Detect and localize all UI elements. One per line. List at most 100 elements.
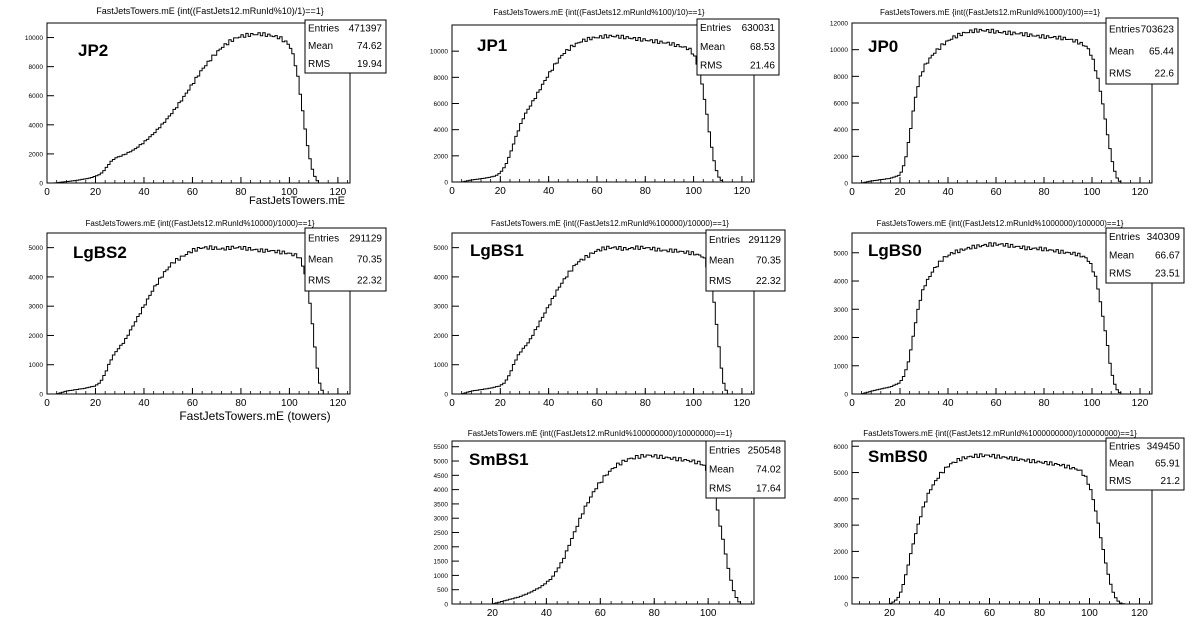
stats-label: Entries	[709, 235, 740, 246]
y-tick-label: 4500	[434, 473, 449, 480]
histogram-series	[852, 453, 1125, 605]
trigger-label: LgBS1	[470, 241, 524, 260]
x-tick-label: 80	[1034, 608, 1046, 619]
y-tick-label: 500	[437, 587, 448, 594]
y-tick-label: 3000	[434, 304, 449, 311]
trigger-label: SmBS1	[469, 450, 529, 469]
stats-value: 74.62	[357, 41, 382, 52]
x-tick-label: 20	[894, 187, 906, 198]
y-tick-label: 5000	[29, 245, 44, 252]
y-tick-label: 4000	[834, 496, 849, 503]
stats-value: 70.35	[357, 255, 382, 266]
stats-box: Entries 291129 Mean 70.35 RMS 22.32	[705, 229, 786, 292]
y-tick-label: 3000	[834, 523, 849, 530]
stats-label: Entries	[1109, 24, 1140, 35]
trigger-label: SmBS0	[868, 447, 928, 466]
y-tick-label: 0	[844, 602, 848, 609]
stats-label: Entries	[308, 23, 339, 34]
x-tick-label: 100	[685, 186, 702, 197]
x-tick-label: 20	[884, 608, 896, 619]
trigger-label: JP0	[868, 37, 898, 56]
y-tick-label: 0	[444, 392, 448, 399]
x-tick-label: 40	[543, 398, 555, 409]
x-tick-label: 100	[281, 398, 298, 409]
stats-box-frame	[705, 229, 786, 292]
x-tick-label: 40	[541, 608, 553, 619]
y-tick-label: 6000	[434, 101, 449, 108]
y-tick-label: 4000	[834, 127, 849, 134]
plot-frame	[851, 440, 1153, 605]
x-tick-label: 120	[734, 186, 751, 197]
x-tick-label: 40	[942, 187, 954, 198]
stats-box-frame	[1105, 227, 1185, 284]
stats-label: Mean	[308, 255, 333, 266]
stats-label: RMS	[1109, 269, 1132, 280]
y-tick-label: 1000	[434, 573, 449, 580]
stats-value: 23.51	[1155, 269, 1180, 280]
stats-label: RMS	[700, 60, 723, 71]
y-tick-label: 12000	[830, 21, 848, 28]
y-tick-label: 2000	[29, 333, 44, 340]
y-tick-label: 0	[444, 180, 448, 187]
x-tick-label: 60	[990, 398, 1002, 409]
histogram-panel-jp1: 0 20 40 60 80 100 120 0 2000 4000 6000 8000 10000 Fas…	[430, 8, 780, 197]
histogram-panel-lgbs1: 0 20 40 60 80 100 120 0 1000 2000 3000 4000 5000 Fast…	[434, 219, 786, 409]
y-tick-label: 10000	[430, 49, 448, 56]
x-tick-label: 80	[1038, 398, 1050, 409]
stats-value: 65.44	[1149, 46, 1174, 57]
y-tick-label: 10000	[25, 35, 43, 42]
y-tick-label: 2000	[434, 153, 449, 160]
y-tick-label: 5000	[834, 250, 849, 257]
stats-label: Entries	[700, 23, 731, 34]
stats-value: 630031	[742, 23, 776, 34]
chart-title: FastJetsTowers.mE {int((FastJets12.mRunI…	[96, 6, 324, 16]
histogram-series	[47, 32, 319, 184]
stats-label: Entries	[1109, 441, 1140, 452]
histogram-series	[852, 242, 1122, 395]
chart-title: FastJetsTowers.mE {int((FastJets12.mRunI…	[468, 429, 733, 438]
plot-frame	[46, 22, 351, 184]
stats-label: Mean	[308, 41, 333, 52]
x-tick-label: 20	[90, 398, 102, 409]
stats-value: 703623	[1141, 24, 1175, 35]
x-tick-label: 120	[1131, 608, 1148, 619]
stats-label: Entries	[1109, 232, 1140, 243]
plot-frame	[851, 232, 1153, 395]
x-tick-label: 0	[44, 187, 50, 198]
y-tick-label: 8000	[434, 75, 449, 82]
stats-box: Entries 471397 Mean 74.62 RMS 19.94	[304, 19, 387, 74]
trigger-label: LgBS2	[73, 243, 127, 262]
stats-label: Mean	[1109, 46, 1134, 57]
stats-value: 291129	[349, 234, 382, 245]
x-tick-label: 0	[849, 187, 855, 198]
y-tick-label: 3000	[434, 516, 449, 523]
stats-label: Mean	[1109, 459, 1134, 470]
x-tick-label: 80	[235, 398, 247, 409]
stats-value: 22.6	[1155, 68, 1175, 79]
x-tick-label: 100	[685, 398, 702, 409]
y-tick-label: 0	[844, 392, 848, 399]
stats-box: Entries 349450 Mean 65.91 RMS 21.2	[1105, 437, 1185, 491]
trigger-label: JP1	[477, 36, 507, 55]
x-tick-label: 60	[591, 186, 603, 197]
x-tick-label: 20	[495, 398, 507, 409]
stats-value: 68.53	[750, 42, 775, 53]
x-tick-label: 80	[235, 187, 247, 198]
y-tick-label: 4000	[434, 487, 449, 494]
stats-box-frame	[1105, 437, 1185, 491]
x-tick-label: 120	[734, 398, 751, 409]
y-tick-label: 0	[844, 181, 848, 188]
y-tick-label: 6000	[834, 444, 849, 451]
y-tick-label: 6000	[834, 101, 849, 108]
x-tick-label: 100	[1084, 398, 1101, 409]
x-tick-label: 20	[90, 187, 102, 198]
stats-value: 250548	[748, 445, 782, 456]
histogram-series	[852, 28, 1122, 184]
stats-box: Entries 340309 Mean 66.67 RMS 23.51	[1105, 227, 1185, 284]
y-tick-label: 0	[39, 181, 43, 188]
x-tick-label: 20	[487, 608, 499, 619]
histogram-panel-jp0: 0 20 40 60 80 100 120 0 2000 4000 6000 8000 10000 120…	[830, 8, 1179, 198]
plot-frame	[451, 232, 755, 395]
stats-box-frame	[696, 18, 780, 76]
